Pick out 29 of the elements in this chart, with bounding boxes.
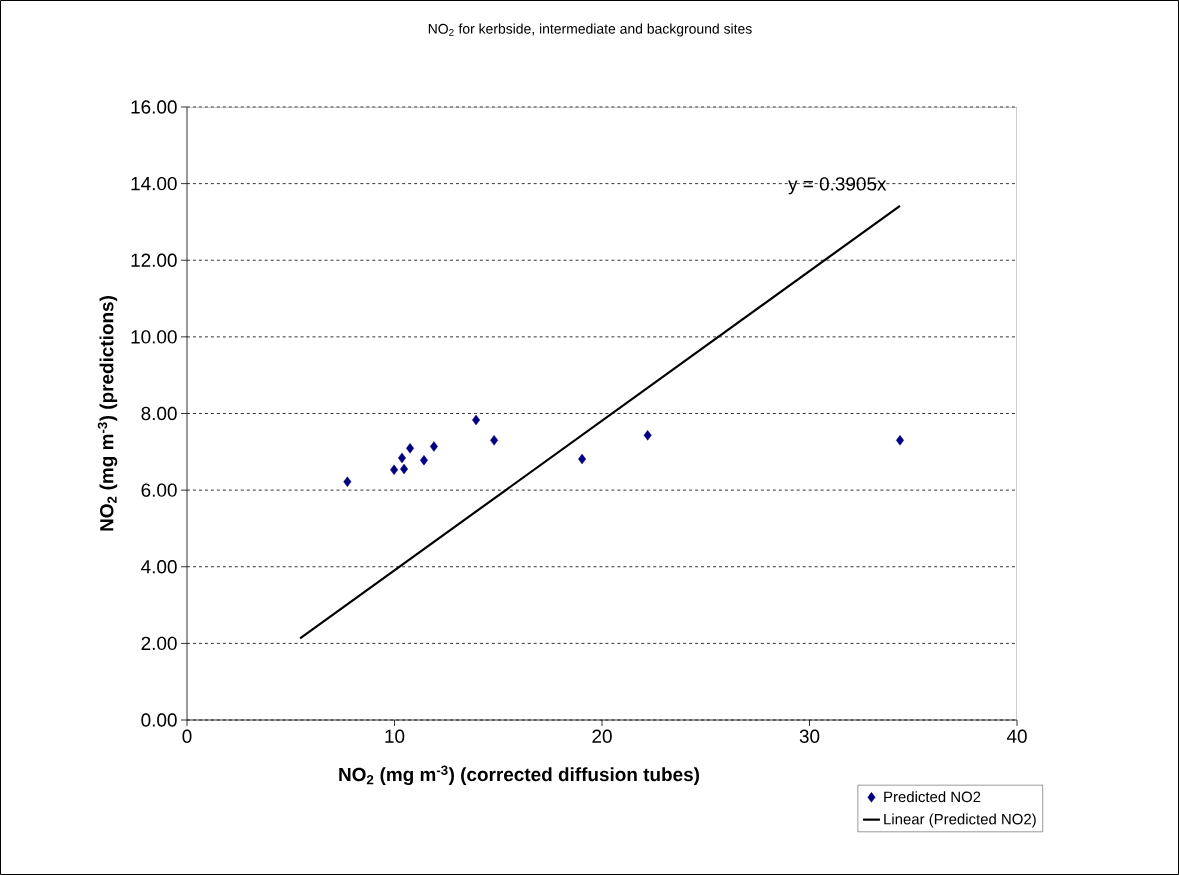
chart-title: NO$_{2}$ for kerbside, intermediate and background sites: [428, 23, 752, 37]
point: [429, 441, 438, 452]
x-tick-label: 10: [385, 729, 405, 743]
y-tick-label: 16.00: [131, 100, 177, 114]
annotation: y = 0.3905x: [788, 177, 887, 195]
text: NO$_{2}$ (mg m$^{-3}$) (predictions): [97, 296, 118, 531]
x-tick-label: 0: [182, 729, 192, 743]
point: [490, 435, 499, 446]
legend-label: Predicted NO2: [884, 791, 981, 803]
x-tick-label: 40: [1006, 729, 1027, 743]
y-tick-label: 6.00: [141, 483, 177, 497]
point: [343, 476, 352, 487]
y-tick-label: 12.00: [131, 253, 177, 267]
x-tick-label: 20: [592, 729, 612, 743]
y-tick-label: 2.00: [141, 636, 177, 651]
y-tick-label: 14.00: [131, 176, 177, 191]
legend-label: Linear (Predicted NO2): [884, 813, 1036, 828]
point: [896, 435, 904, 446]
point: [578, 453, 587, 465]
y-tick-label: 4.00: [141, 560, 177, 574]
text: NO$_{2}$ (mg m$^{-3}$) (corrected diffusion tubes): [339, 765, 700, 786]
point: [406, 443, 415, 454]
y-tick-label: 8.00: [141, 406, 177, 421]
point: [643, 430, 652, 441]
point: [420, 455, 428, 466]
point: [390, 464, 399, 476]
x-tick-label: 30: [799, 729, 820, 743]
y-tick-label: 0.00: [141, 713, 177, 727]
y-tick-label: 10.00: [131, 330, 177, 344]
